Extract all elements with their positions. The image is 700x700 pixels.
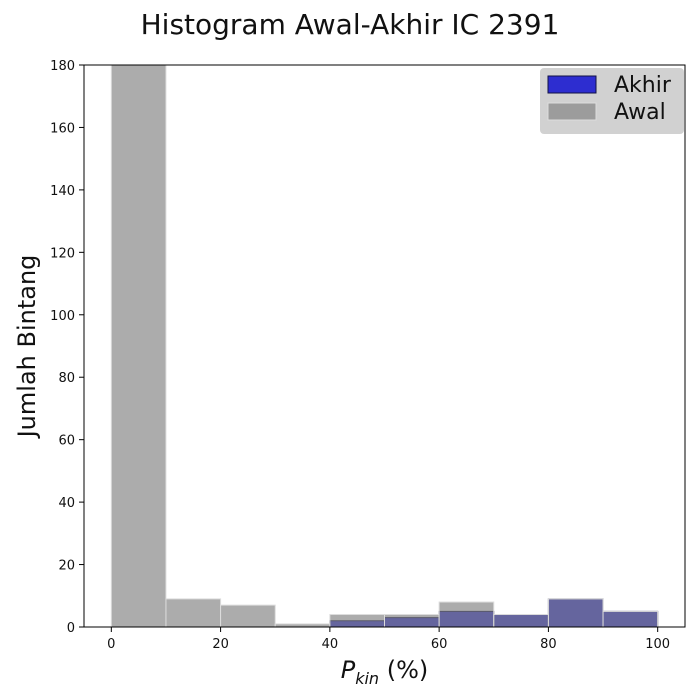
y-tick-label: 80 [58, 371, 75, 386]
x-tick-label: 60 [431, 637, 448, 652]
chart-title: Histogram Awal-Akhir IC 2391 [140, 8, 560, 41]
y-tick-label: 40 [58, 496, 75, 511]
bar-awal-1 [165, 598, 222, 628]
plot-frame [83, 64, 686, 628]
x-axis-label: Pkin (%) [341, 656, 429, 688]
y-tick-label: 100 [50, 309, 75, 324]
x-axis: 0 20 40 60 80 100 [107, 627, 670, 652]
y-tick-label: 60 [58, 434, 75, 449]
y-tick-label: 20 [58, 559, 75, 574]
y-tick-label: 160 [50, 121, 75, 136]
y-axis: 0 20 40 60 80 100 120 140 160 180 [50, 59, 84, 636]
bar-awal-7 [493, 614, 549, 628]
x-tick-label: 0 [107, 637, 115, 652]
y-tick-label: 120 [50, 246, 75, 261]
y-tick-label: 140 [50, 184, 75, 199]
x-axis-label-subscript: kin [355, 669, 379, 688]
bar-awal-0 [110, 64, 167, 628]
x-axis-label-main: P [341, 656, 356, 684]
y-tick-label: 0 [67, 621, 75, 636]
legend-swatch-akhir [547, 75, 597, 94]
x-tick-label: 40 [322, 637, 339, 652]
y-axis-label: Jumlah Bintang [13, 255, 41, 440]
legend-swatch-awal [547, 102, 597, 121]
bar-awal-4 [329, 614, 386, 628]
x-axis-label-unit: (%) [379, 656, 428, 684]
x-tick-label: 100 [645, 637, 670, 652]
x-tick-label: 20 [212, 637, 229, 652]
y-tick-label: 180 [50, 59, 75, 74]
bar-awal-6 [438, 601, 495, 628]
legend-label-awal: Awal [614, 100, 666, 125]
bar-awal-9 [602, 610, 659, 628]
bars-layer [110, 64, 659, 628]
bar-awal-5 [384, 614, 440, 628]
bar-awal-2 [220, 604, 276, 628]
x-tick-label: 80 [540, 637, 557, 652]
legend-label-akhir: Akhir [614, 73, 672, 98]
bar-awal-8 [547, 598, 604, 628]
